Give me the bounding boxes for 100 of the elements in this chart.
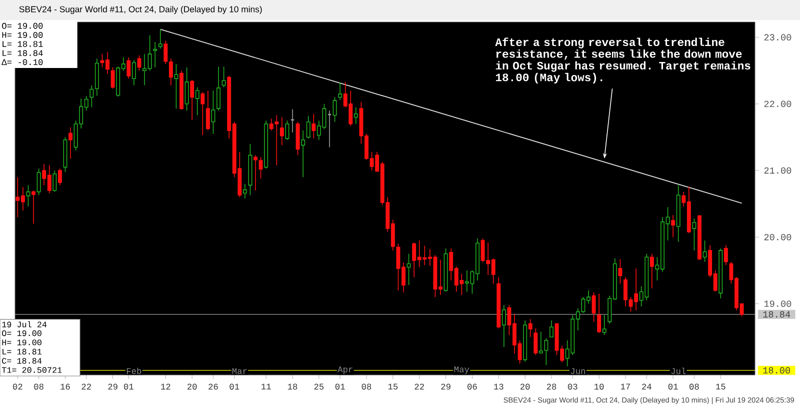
annotation: 19 Jul 24 [2,321,47,328]
annotation: C= 18.84 [2,358,42,364]
y-tick-label: 19.00 [764,300,792,307]
x-tick-label: 08 [690,384,699,390]
x-tick-label: 29 [108,384,118,390]
annotation: L= 18.81 [2,348,42,354]
x-tick-label: 17 [620,384,630,390]
x-tick-label: 13 [494,384,504,390]
candlestick [285,120,290,140]
candlestick [597,293,602,334]
candlestick [206,90,210,131]
candlestick [132,60,136,86]
x-tick-label: 01 [668,384,678,390]
candlestick [168,58,173,86]
x-tick-label: 24 [642,384,652,390]
x-tick-label: 01 [230,384,240,390]
x-tick-label: 22 [82,384,91,390]
candlestick [211,90,216,134]
annotation: T1= 20.50721 [2,367,62,373]
x-tick-label: 11 [262,384,271,390]
y-tick-label: 22.00 [764,100,792,108]
candlestick [502,304,506,348]
candlestick [137,54,142,72]
x-tick-label: 22 [414,384,424,390]
candlestick [164,40,168,64]
candlestick [354,106,358,124]
annotation: Apr [338,366,352,374]
y-tick-label: 21.00 [764,167,792,174]
annotation: Jul [671,368,686,374]
candlestick [538,331,543,354]
candlestick [550,320,554,338]
candlestick [200,92,205,136]
candlestick [650,253,654,289]
x-tick-label: 02 [12,384,22,390]
candlestick [301,130,306,178]
x-tick-label: 01 [124,384,134,390]
candlestick [312,114,316,139]
candlestick [52,170,57,192]
chart-title: SBEV24 - Sugar World #11, Oct 24, Daily (Delayed by 10 mins) [19,6,262,14]
candlestick [195,86,200,116]
candlestick [592,292,596,322]
candlestick [153,42,158,68]
annotation: L= 18.84 [2,50,43,56]
candlestick [602,314,606,336]
candlestick [528,318,532,338]
x-tick-label: 18 [288,384,298,390]
candlestick [26,184,30,207]
x-tick-label: 06 [468,384,477,390]
annotation: Feb [126,368,142,374]
x-tick-label: 25 [314,384,324,390]
annotation: O= 19.00 [2,22,43,29]
x-tick-label: 12 [161,384,170,390]
x-tick-label: 20 [520,384,530,390]
ref-line-label: 18.00 [763,367,790,374]
x-tick-label: 03 [568,384,578,390]
candlestick [702,240,707,262]
candlestick [110,66,115,89]
x-tick-label: 15 [716,384,726,390]
candlestick [174,64,178,109]
candlestick [534,328,538,356]
candlestick [190,80,194,120]
x-tick-label: 29 [441,384,450,390]
x-tick-label: 20 [187,384,197,390]
candlestick [544,338,548,366]
annotation: May [454,366,470,374]
candlestick [724,244,728,266]
x-tick-label: 28 [546,384,556,390]
ref-line-label: 18.84 [763,311,790,318]
annotation: Jun [570,368,585,374]
candlestick [222,66,226,88]
annotation: H= 19.00 [2,32,43,38]
x-tick-label: 08 [362,384,372,390]
candlestick [126,56,131,80]
candlestick [36,168,41,196]
annotation: H= 19.00 [2,340,42,346]
candlestick [338,82,342,100]
candlestick [68,126,72,159]
x-tick-label: 08 [34,384,44,390]
x-tick-label: 10 [594,384,604,390]
annotation: Δ= -0.10 [2,59,43,66]
x-tick-label: 16 [60,384,70,390]
x-tick-label: 26 [208,384,218,390]
candlestick [242,183,247,199]
candlestick [671,214,676,238]
candlestick [280,116,284,146]
candlestick [158,28,162,50]
candlestick [618,258,622,284]
x-tick-label: 01 [335,384,345,390]
candlestick [90,84,94,108]
candlestick [406,253,411,286]
candlestick [332,96,337,122]
annotation: Mar [232,368,247,374]
y-tick-label: 20.00 [764,234,792,240]
candlestick [216,66,220,111]
candlestick [32,190,36,224]
candlestick [184,66,189,111]
annotation: O= 19.00 [2,330,42,336]
candlestick [58,168,62,186]
y-tick-label: 23.00 [764,34,792,40]
x-tick-label: 15 [388,384,398,390]
